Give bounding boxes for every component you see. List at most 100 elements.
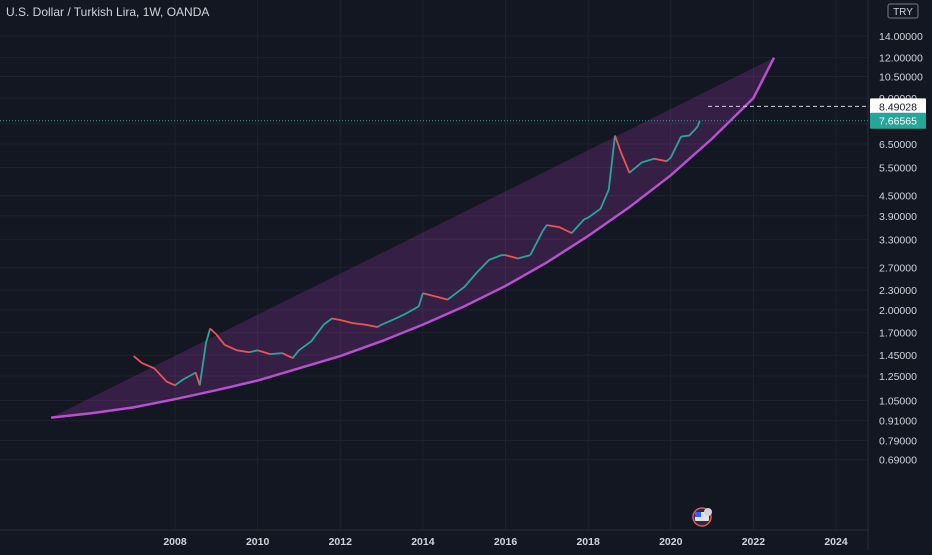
price-segment bbox=[249, 349, 258, 354]
price-segment bbox=[282, 352, 294, 359]
price-segment bbox=[570, 218, 585, 234]
price-segment bbox=[292, 349, 300, 359]
price-segment bbox=[141, 362, 155, 370]
currency-badge[interactable]: TRY bbox=[887, 3, 919, 19]
x-tick-label: 2012 bbox=[329, 536, 353, 548]
price-segment bbox=[381, 318, 395, 326]
price-segment bbox=[198, 342, 207, 386]
price-segment bbox=[505, 254, 519, 260]
x-tick-label: 2018 bbox=[576, 536, 600, 548]
price-segment bbox=[599, 189, 610, 210]
y-tick-label: 0.69000 bbox=[879, 455, 917, 467]
y-tick-label: 2.30000 bbox=[879, 285, 917, 297]
price-segment bbox=[340, 319, 353, 324]
y-tick-label: 2.70000 bbox=[879, 263, 917, 275]
lower-curve bbox=[50, 57, 776, 419]
grid bbox=[0, 0, 868, 530]
last-price-label-box bbox=[870, 112, 926, 129]
price-segment bbox=[364, 323, 378, 328]
x-tick-label: 2008 bbox=[163, 536, 187, 548]
price-segment bbox=[546, 224, 560, 228]
y-tick-label: 1.45000 bbox=[879, 350, 917, 362]
y-tick-label: 12.00000 bbox=[879, 53, 923, 65]
price-segment bbox=[352, 322, 366, 326]
x-tick-label: 2014 bbox=[411, 536, 435, 548]
price-segment bbox=[331, 317, 341, 321]
y-tick-label: 3.30000 bbox=[879, 234, 917, 246]
price-segment bbox=[376, 323, 383, 328]
price-segment bbox=[224, 343, 238, 352]
channel-fill bbox=[51, 57, 775, 418]
currency-badge-label: TRY bbox=[893, 7, 913, 18]
x-tick-label: 2016 bbox=[494, 536, 518, 548]
price-segment bbox=[587, 208, 602, 219]
price-segment bbox=[558, 226, 572, 234]
price-segment bbox=[654, 157, 667, 163]
flag-icon-canton bbox=[695, 512, 701, 517]
y-tick-label: 3.90000 bbox=[879, 211, 917, 223]
price-segment bbox=[447, 289, 461, 301]
chart-title: U.S. Dollar / Turkish Lira, 1W, OANDA bbox=[6, 5, 209, 19]
price-segment bbox=[666, 156, 672, 162]
price-segment bbox=[393, 312, 407, 321]
price-segment bbox=[257, 349, 271, 355]
price-segment bbox=[459, 286, 465, 291]
price-segment bbox=[215, 333, 226, 346]
price-segment bbox=[182, 371, 197, 381]
price-segment bbox=[529, 230, 544, 256]
x-tick-label: 2020 bbox=[659, 536, 683, 548]
x-tick-label: 2024 bbox=[824, 536, 848, 548]
y-tick-label: 4.50000 bbox=[879, 191, 917, 203]
price-segment bbox=[323, 317, 333, 326]
price-segment bbox=[435, 295, 448, 301]
price-segment bbox=[236, 349, 250, 354]
last-price-label: 7.66565 bbox=[879, 116, 917, 128]
y-tick-label: 0.91000 bbox=[879, 416, 917, 428]
alert-price-label-box bbox=[870, 98, 926, 115]
price-segment bbox=[628, 161, 643, 174]
price-segment bbox=[269, 352, 283, 356]
price-segment bbox=[614, 135, 623, 154]
price-segment bbox=[417, 292, 424, 307]
x-tick-label: 2010 bbox=[246, 536, 270, 548]
price-segment bbox=[153, 367, 168, 383]
y-tick-label: 0.79000 bbox=[879, 436, 917, 448]
y-tick-label: 2.00000 bbox=[879, 305, 917, 317]
price-segment bbox=[541, 224, 548, 232]
price-series bbox=[133, 120, 701, 387]
price-segment bbox=[298, 340, 312, 352]
price-segment bbox=[205, 328, 211, 344]
x-tick-label: 2022 bbox=[742, 536, 766, 548]
price-segment bbox=[310, 324, 325, 342]
price-segment bbox=[174, 378, 184, 387]
y-tick-label: 10.50000 bbox=[879, 71, 923, 83]
y-tick-label: 14.00000 bbox=[879, 31, 923, 43]
price-segment bbox=[133, 355, 143, 364]
flag-icon-dot bbox=[704, 508, 712, 516]
y-tick-label: 1.70000 bbox=[879, 328, 917, 340]
price-segment bbox=[405, 305, 420, 315]
price-segment bbox=[517, 254, 531, 260]
currency-badge-box bbox=[887, 3, 919, 19]
price-segment bbox=[641, 157, 655, 164]
channel bbox=[50, 57, 776, 419]
price-segment bbox=[475, 259, 490, 274]
y-tick-label: 5.50000 bbox=[879, 162, 917, 174]
price-segment bbox=[422, 292, 436, 298]
flag-icon[interactable] bbox=[692, 507, 712, 527]
price-segment bbox=[194, 372, 201, 386]
price-segment bbox=[488, 254, 502, 261]
price-segment bbox=[463, 272, 478, 288]
price-segment bbox=[166, 380, 176, 387]
price-segment bbox=[620, 152, 631, 174]
price-segment bbox=[688, 126, 699, 137]
price-segment bbox=[583, 216, 589, 221]
price-segment bbox=[696, 120, 701, 127]
price-segment bbox=[209, 327, 217, 336]
price-segment bbox=[680, 134, 690, 138]
y-tick-label: 1.25000 bbox=[879, 371, 917, 383]
